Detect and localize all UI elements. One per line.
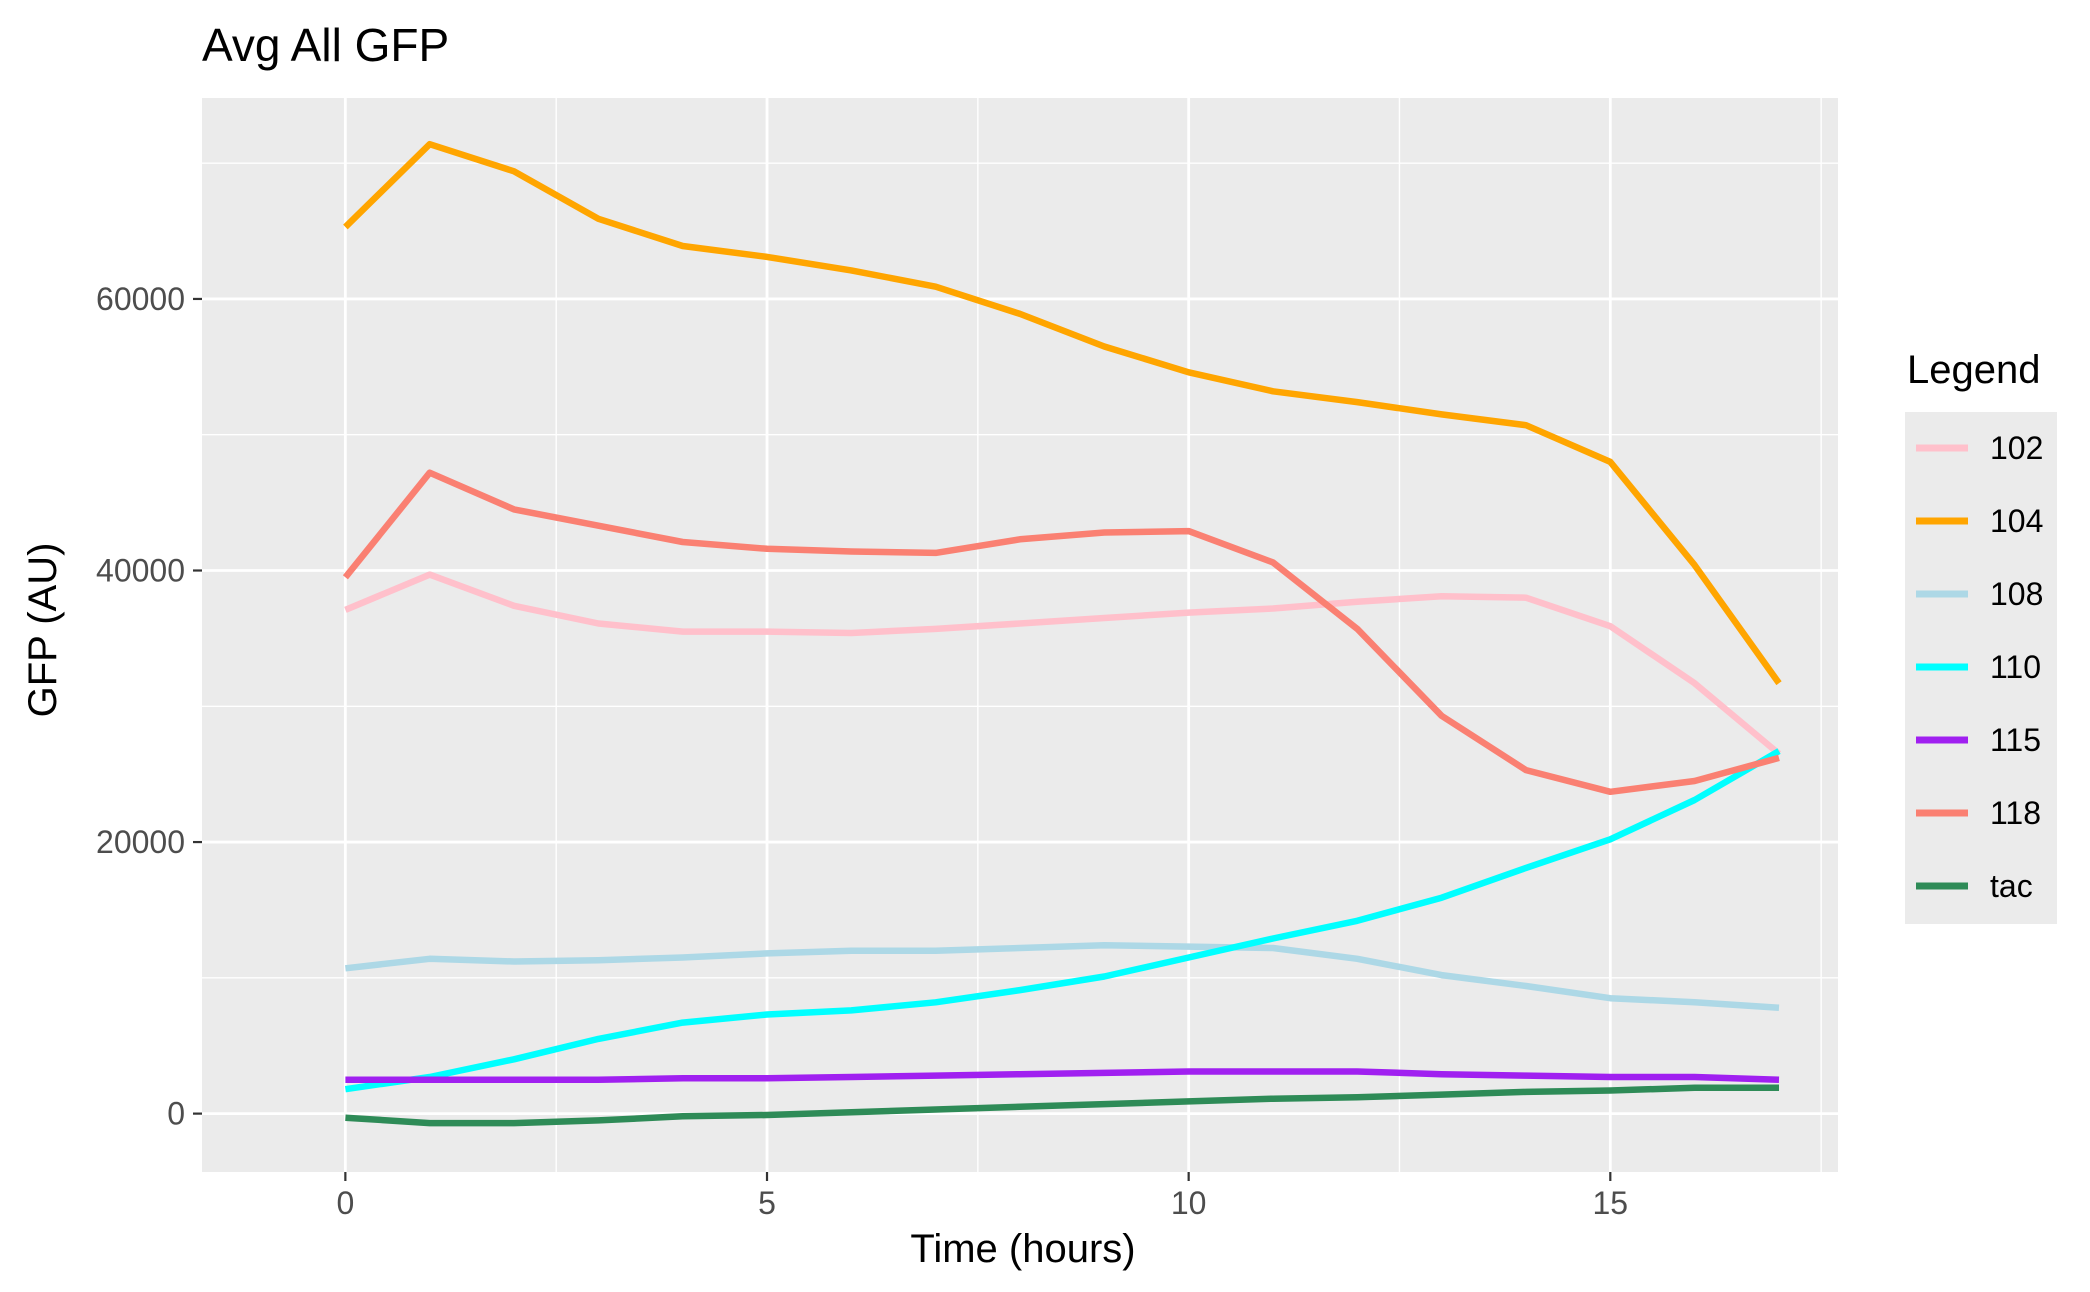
x-axis: 0 5 10 15 bbox=[336, 1172, 1628, 1221]
legend: Legend 102 104 108 110 115 118 tac bbox=[1905, 348, 2057, 924]
x-tick-label: 10 bbox=[1171, 1185, 1207, 1221]
series-line-110 bbox=[344, 748, 1781, 1093]
y-axis-title: GFP (AU) bbox=[21, 543, 65, 718]
series-line-108 bbox=[345, 942, 1780, 1011]
legend-label-108: 108 bbox=[1990, 576, 2043, 612]
legend-label-104: 104 bbox=[1990, 503, 2043, 539]
series-line-102 bbox=[344, 571, 1782, 757]
legend-label-tac: tac bbox=[1990, 868, 2033, 904]
legend-label-115: 115 bbox=[1990, 722, 2041, 758]
y-tick-label: 20000 bbox=[96, 824, 185, 860]
legend-label-110: 110 bbox=[1990, 649, 2041, 685]
major-gridlines bbox=[202, 98, 1838, 1172]
y-axis: 0 20000 40000 60000 bbox=[96, 281, 202, 1132]
series-line-118 bbox=[342, 469, 1780, 796]
legend-title: Legend bbox=[1907, 348, 2040, 392]
x-tick-label: 0 bbox=[336, 1185, 354, 1221]
y-tick-label: 40000 bbox=[96, 553, 185, 589]
legend-label-102: 102 bbox=[1990, 430, 2043, 466]
plot-panel bbox=[202, 98, 1838, 1172]
x-tick-label: 15 bbox=[1593, 1185, 1629, 1221]
y-tick-label: 60000 bbox=[96, 281, 185, 317]
minor-gridlines bbox=[202, 98, 1838, 1172]
series-line-tac bbox=[345, 1084, 1779, 1127]
series-line-115 bbox=[345, 1068, 1780, 1083]
chart-title: Avg All GFP bbox=[202, 19, 449, 71]
series-lines bbox=[342, 140, 1782, 1127]
series-line-104 bbox=[343, 140, 1782, 686]
legend-label-118: 118 bbox=[1990, 795, 2041, 831]
x-axis-title: Time (hours) bbox=[910, 1227, 1135, 1271]
x-tick-label: 5 bbox=[758, 1185, 776, 1221]
y-tick-label: 0 bbox=[167, 1096, 185, 1132]
